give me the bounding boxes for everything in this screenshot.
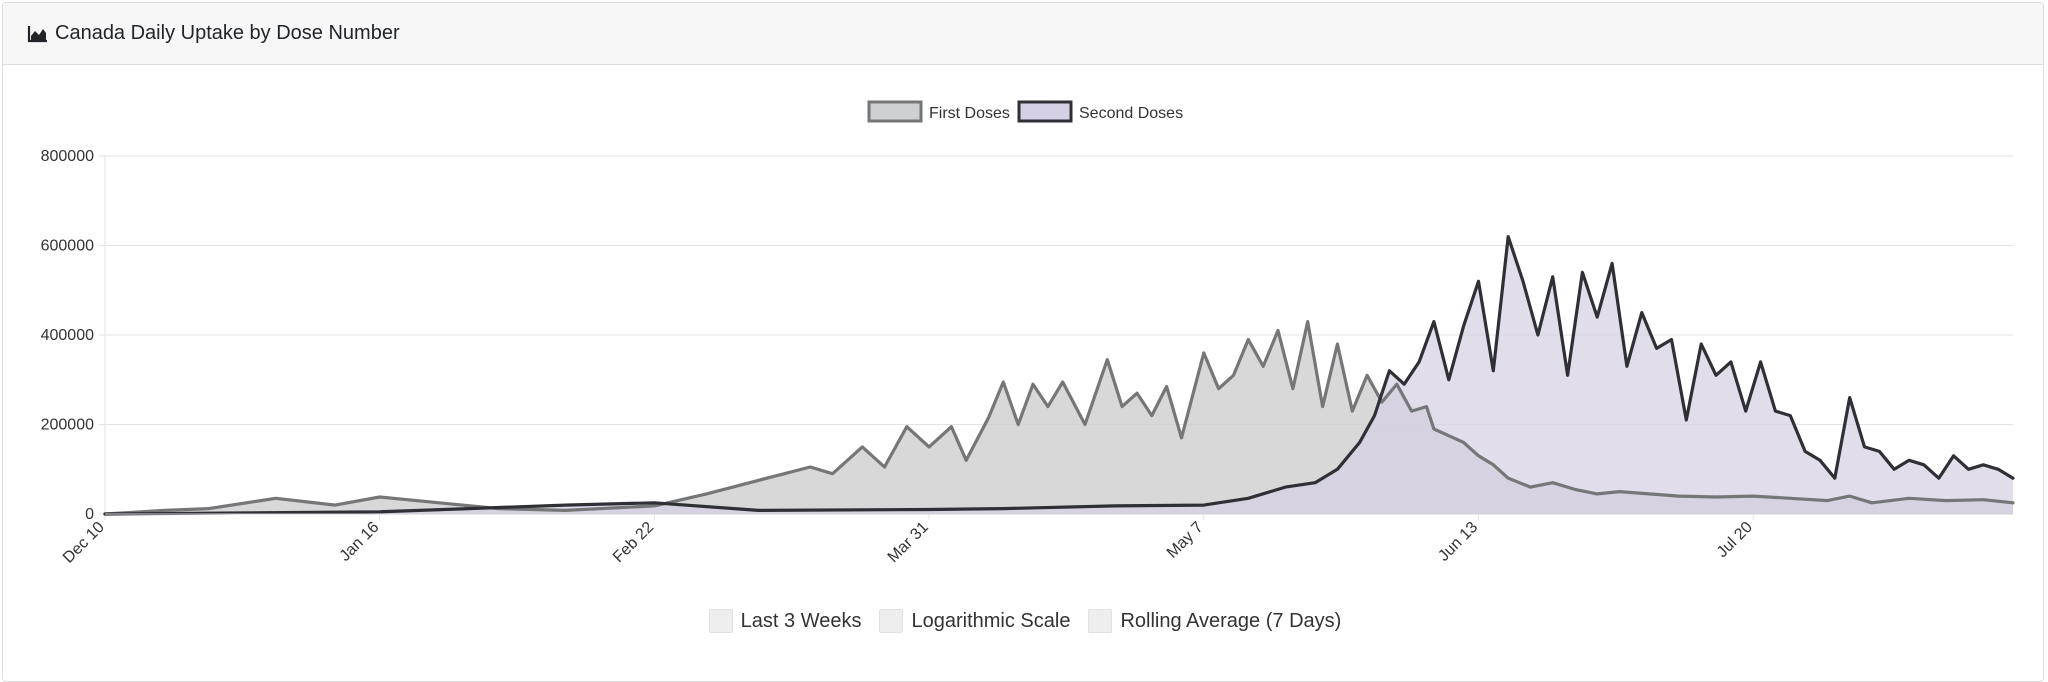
logarithmic-scale-label: Logarithmic Scale [911,609,1071,632]
x-tick-label: Mar 31 [885,519,932,566]
chart-area: 0 200000 400000 600000 800000 Dec 10 Jan 16 Feb… [41,100,2015,567]
logarithmic-scale-toggle[interactable]: Logarithmic Scale [879,609,1070,633]
x-tick-label: Feb 22 [610,519,657,566]
y-tick-label: 200000 [41,417,94,434]
legend-item-second-doses[interactable]: Second Doses [1017,100,1183,123]
series-area-first-doses [105,321,2013,514]
y-tick-label: 0 [85,506,94,523]
rolling-average-checkbox[interactable] [1088,609,1113,633]
legend-swatch-second-doses [1017,100,1073,123]
x-tick-label: Jun 13 [1435,519,1481,565]
y-tick-label: 600000 [41,238,94,255]
card-header: Canada Daily Uptake by Dose Number [3,3,2043,65]
x-tick-label: Jan 16 [337,519,383,565]
x-tick-label: Dec 10 [60,519,108,567]
logarithmic-scale-checkbox[interactable] [879,609,904,633]
last-3-weeks-label: Last 3 Weeks [740,609,862,632]
chart-controls: Last 3 Weeks Logarithmic Scale Rolling A… [3,606,2043,636]
last-3-weeks-toggle[interactable]: Last 3 Weeks [708,609,862,633]
last-3-weeks-checkbox[interactable] [708,609,733,633]
rolling-average-label: Rolling Average (7 Days) [1120,609,1342,632]
legend-swatch-first-doses [867,100,923,123]
y-tick-label: 400000 [41,327,94,344]
series-line-second-doses [103,235,2015,516]
rolling-average-toggle[interactable]: Rolling Average (7 Days) [1088,609,1341,633]
area-chart-icon [27,24,49,44]
legend-label-second-doses: Second Doses [1079,105,1183,122]
x-tick-label: May 7 [1164,519,1207,562]
legend-label-first-doses: First Doses [929,105,1010,122]
legend-item-first-doses[interactable]: First Doses [867,100,1010,123]
series-line-first-doses [103,320,2015,516]
x-tick-label: Jul 20 [1714,519,1756,561]
y-tick-label: 800000 [41,148,94,165]
chart-title: Canada Daily Uptake by Dose Number [55,22,400,44]
series-area-second-doses [105,236,2013,514]
